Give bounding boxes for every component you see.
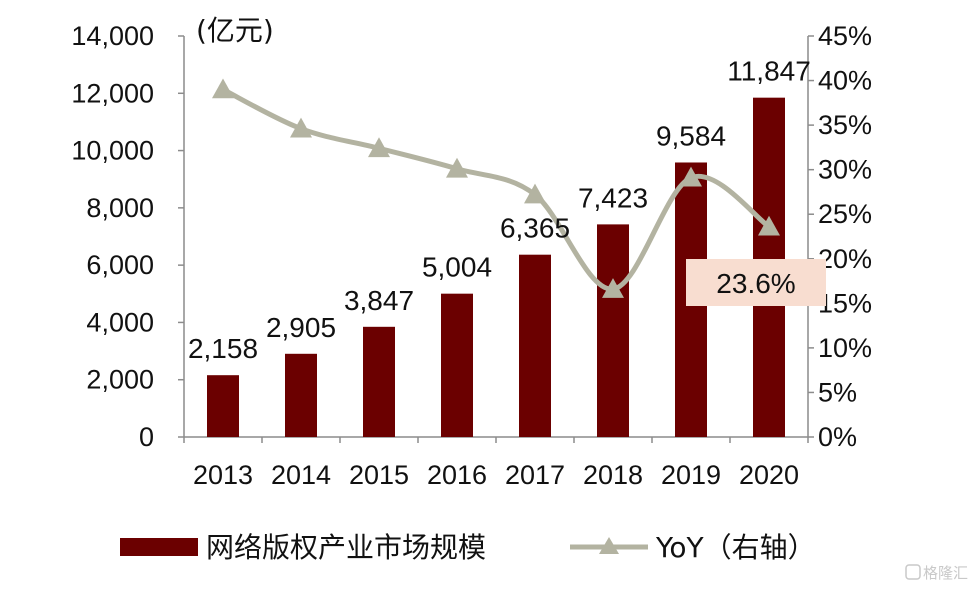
yoy-point-2014 xyxy=(290,117,312,138)
right-axis-tick-label: 45% xyxy=(818,21,872,51)
x-axis-tick-label: 2020 xyxy=(739,460,799,490)
bar-2014 xyxy=(285,353,317,437)
x-axis-tick-label: 2017 xyxy=(505,460,565,490)
right-axis-tick-label: 15% xyxy=(818,288,872,318)
left-axis-tick-label: 4,000 xyxy=(86,307,154,337)
bar-value-label: 11,847 xyxy=(727,56,811,87)
right-axis-tick-label: 10% xyxy=(818,333,872,363)
right-axis-tick-label: 0% xyxy=(818,422,857,452)
x-axis-tick-label: 2013 xyxy=(193,460,253,490)
left-axis-unit-label: (亿元) xyxy=(196,14,274,47)
left-axis-tick-label: 12,000 xyxy=(71,78,154,108)
legend-triangle-icon xyxy=(599,537,619,554)
watermark: 格隆汇 xyxy=(905,564,968,582)
yoy-point-2018 xyxy=(602,278,624,298)
bar-value-label: 2,905 xyxy=(266,312,336,343)
left-axis-tick-label: 8,000 xyxy=(86,193,154,223)
x-axis-tick-label: 2014 xyxy=(271,460,331,490)
yoy-point-2019 xyxy=(680,166,702,187)
left-axis-tick-label: 6,000 xyxy=(86,250,154,280)
x-axis-tick-label: 2015 xyxy=(349,460,409,490)
bar-2013 xyxy=(207,375,239,437)
highlight-label-box xyxy=(686,259,826,306)
x-axis-tick-label: 2019 xyxy=(661,460,721,490)
legend-bar-swatch xyxy=(120,538,198,556)
yoy-point-2015 xyxy=(368,137,390,158)
bar-value-label: 3,847 xyxy=(344,285,414,316)
right-axis-tick-label: 25% xyxy=(818,199,872,229)
highlight-label-text: 23.6% xyxy=(716,268,795,299)
yoy-point-2020 xyxy=(758,215,780,236)
bar-value-label: 7,423 xyxy=(578,182,648,213)
right-axis-tick-label: 5% xyxy=(818,377,857,407)
left-axis-tick-label: 0 xyxy=(139,422,154,452)
bar-2016 xyxy=(441,293,473,437)
left-axis-tick-label: 2,000 xyxy=(86,365,154,395)
right-axis-tick-label: 35% xyxy=(818,110,872,140)
data-labels: 2,158 2,905 3,847 5,004 6,365 7,423 9,584 11,84… xyxy=(188,56,811,365)
right-axis-tick-label: 30% xyxy=(818,155,872,185)
right-axis-tick-label: 40% xyxy=(818,66,872,96)
yoy-point-2013 xyxy=(212,78,234,99)
bar-value-label: 6,365 xyxy=(500,213,570,244)
yoy-point-2016 xyxy=(446,157,468,178)
legend-label-bar: 网络版权产业市场规模 xyxy=(206,531,486,564)
left-axis-tick-label: 14,000 xyxy=(71,21,154,51)
bar-2018 xyxy=(597,224,629,437)
left-axis-tick-label: 10,000 xyxy=(71,136,154,166)
watermark-text: 格隆汇 xyxy=(923,564,968,582)
watermark-logo-icon xyxy=(905,564,921,580)
yoy-line-series xyxy=(212,78,780,298)
axes: 0 2,000 4,000 6,000 8,000 10,000 12,000 14,000 0… xyxy=(71,21,872,490)
x-axis-tick-label: 2018 xyxy=(583,460,643,490)
x-axis-tick-label: 2016 xyxy=(427,460,487,490)
right-axis-tick-label: 20% xyxy=(818,244,872,274)
bar-value-label: 9,584 xyxy=(656,120,726,151)
bar-2015 xyxy=(363,326,395,437)
legend-label-line: YoY（右轴） xyxy=(655,531,816,564)
bar-value-label: 2,158 xyxy=(188,333,258,364)
yoy-point-2017 xyxy=(524,183,546,204)
legend: 网络版权产业市场规模 YoY（右轴） xyxy=(120,531,816,564)
bar-value-label: 5,004 xyxy=(422,252,492,283)
bar-2017 xyxy=(519,254,551,437)
